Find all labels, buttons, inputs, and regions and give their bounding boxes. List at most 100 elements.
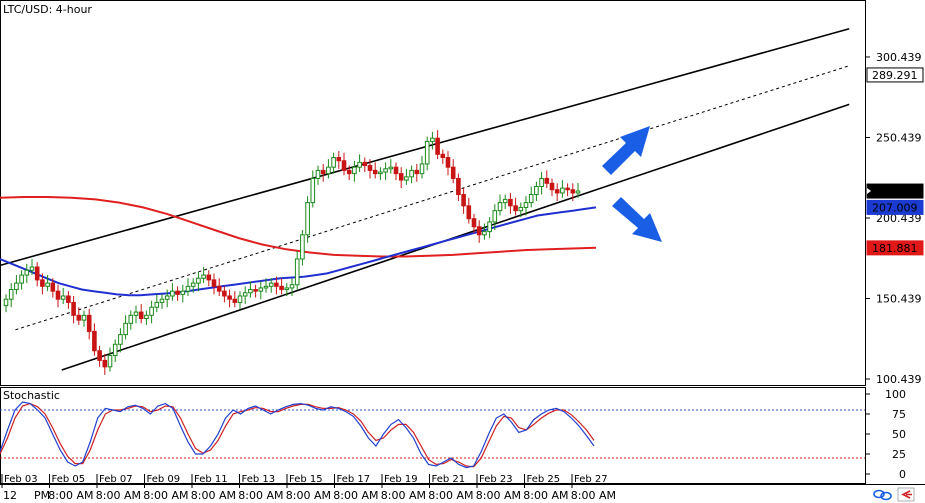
date-label: Feb 07 xyxy=(99,474,133,485)
candle-body xyxy=(29,266,35,271)
time-label: 8:00 AM xyxy=(191,489,236,502)
candle-body xyxy=(310,177,316,204)
candle-body xyxy=(107,355,113,368)
time-label: 8:00 AM xyxy=(523,489,568,502)
candle-body xyxy=(560,187,565,194)
candle-body xyxy=(123,322,128,336)
candle-body xyxy=(14,282,19,291)
candle-body xyxy=(289,284,295,289)
candle-body xyxy=(248,289,253,294)
candle-body xyxy=(279,285,284,291)
price-tick-label: 150.439 xyxy=(876,293,922,306)
stoch-tick-label: 25 xyxy=(892,448,906,461)
candle-body xyxy=(539,177,544,188)
candle-body xyxy=(326,166,331,175)
candle-body xyxy=(476,226,482,236)
candle-body xyxy=(206,274,212,281)
candle-body xyxy=(180,290,186,295)
candle-body xyxy=(227,295,232,300)
date-label: Feb 11 xyxy=(194,474,228,485)
time-label: 8:00 AM xyxy=(143,489,188,502)
arrow-down-right-icon xyxy=(612,197,662,242)
candle-body xyxy=(66,295,71,303)
double-arrow-icon[interactable] xyxy=(897,487,915,502)
candle-body xyxy=(159,298,165,303)
candle-body xyxy=(419,163,425,175)
candle-body xyxy=(487,221,492,233)
candle-body xyxy=(554,189,560,194)
candle-body xyxy=(362,161,368,167)
stoch-d-line xyxy=(0,402,595,468)
date-label: Feb 21 xyxy=(432,474,466,485)
candle-body xyxy=(352,166,357,175)
price-label-text: 217.175 xyxy=(872,185,918,198)
candle-body xyxy=(175,290,180,295)
candle-body xyxy=(24,269,30,276)
candle-body xyxy=(409,169,414,178)
candle-body xyxy=(346,169,352,175)
candle-body xyxy=(575,190,581,194)
price-tick-label: 200.439 xyxy=(876,212,922,225)
candle-body xyxy=(388,166,394,170)
candle-body xyxy=(435,137,440,155)
candle-body xyxy=(118,334,123,345)
candle-body xyxy=(102,359,108,368)
candle-body xyxy=(367,165,373,171)
candle-body xyxy=(149,306,154,316)
stoch-tick-label: 50 xyxy=(892,428,906,441)
stoch-title: Stochastic xyxy=(3,389,60,402)
channel-middle-line xyxy=(15,65,850,331)
title-bg xyxy=(1,1,95,16)
candle-body xyxy=(258,287,264,292)
candle-body xyxy=(372,169,378,175)
candle-body xyxy=(40,279,45,287)
stochastic-lines xyxy=(0,401,595,469)
candle-body xyxy=(97,350,102,361)
candle-body xyxy=(144,314,149,320)
price-label-bg xyxy=(866,67,924,83)
stoch-title-bg xyxy=(1,388,61,401)
channel-layer xyxy=(0,27,850,371)
main-pane-frame xyxy=(0,0,866,386)
date-label: Feb 27 xyxy=(574,474,608,485)
candle-body xyxy=(497,202,503,212)
price-tick-label: 250.439 xyxy=(876,132,922,145)
candle-body xyxy=(128,314,134,324)
first-time-suffix: PM xyxy=(34,489,50,502)
candle-body xyxy=(300,234,305,260)
candle-body xyxy=(92,330,97,352)
current-price-marker xyxy=(867,188,871,195)
candle-body xyxy=(528,194,534,204)
ma-slow-line xyxy=(0,196,597,258)
candle-body xyxy=(414,169,420,175)
arrow-up-right-icon xyxy=(602,126,650,175)
first-time-fragment: 12 xyxy=(3,489,17,502)
candle-body xyxy=(190,282,196,287)
stoch-tick-label: 100 xyxy=(885,388,906,401)
candle-body xyxy=(196,277,201,284)
candle-body xyxy=(133,311,139,316)
candle-body xyxy=(502,198,508,204)
date-label: Feb 15 xyxy=(289,474,323,485)
candle-body xyxy=(534,186,539,196)
candle-body xyxy=(393,166,399,175)
stoch-k-line xyxy=(0,401,595,469)
candle-body xyxy=(456,177,461,196)
date-label: Feb 19 xyxy=(384,474,418,485)
candle-body xyxy=(81,314,87,321)
price-label-text: 289.291 xyxy=(872,69,918,82)
time-label: 8:00 AM xyxy=(428,489,473,502)
time-axis: Feb 03 8:00 AM Feb 05 8:00 AM Feb 07 8:00 AM F… xyxy=(1,474,616,502)
price-label-text: 207.009 xyxy=(872,201,918,214)
candle-body xyxy=(461,194,466,207)
candle-body xyxy=(170,290,175,297)
candle-body xyxy=(268,282,274,287)
candle-body xyxy=(86,314,92,332)
price-tick-label: 300.439 xyxy=(876,51,922,64)
candle-body xyxy=(466,205,472,220)
candle-body xyxy=(222,290,227,297)
date-label: Feb 09 xyxy=(147,474,181,485)
link-icon[interactable] xyxy=(873,489,892,501)
date-label: Feb 23 xyxy=(479,474,513,485)
candle-body xyxy=(383,168,388,173)
